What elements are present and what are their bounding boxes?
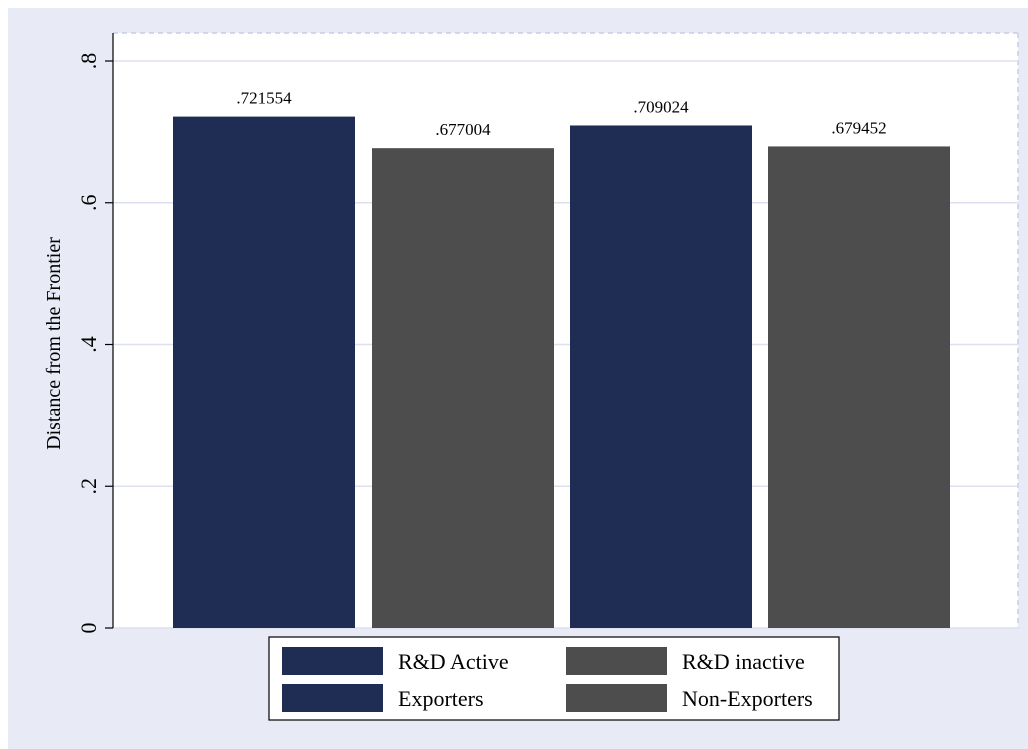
y-axis-ticks: 0 .2 .4 .6 .8 xyxy=(76,53,113,634)
bar-value-label: .721554 xyxy=(236,89,292,108)
legend-swatch xyxy=(566,684,667,712)
y-tick-label: .4 xyxy=(76,336,101,353)
legend-label: R&D Active xyxy=(398,649,509,674)
y-tick-label: .2 xyxy=(76,478,101,495)
legend-swatch xyxy=(282,647,383,675)
legend-swatch xyxy=(566,647,667,675)
bar xyxy=(372,148,554,629)
legend-swatch xyxy=(282,684,383,712)
y-tick-label: .6 xyxy=(76,195,101,212)
bar xyxy=(768,146,950,628)
y-tick-label: 0 xyxy=(76,623,101,634)
y-axis-title: Distance from the Frontier xyxy=(43,237,65,450)
bar-value-label: .679452 xyxy=(831,118,886,137)
legend-label: R&D inactive xyxy=(682,649,805,674)
bar-value-label: .677004 xyxy=(435,120,491,139)
legend-label: Non-Exporters xyxy=(682,686,813,711)
y-tick-label: .8 xyxy=(76,53,101,70)
bar-data-labels: .721554 .677004 .709024 .679452 xyxy=(236,89,886,140)
bar xyxy=(570,125,752,628)
legend: R&D Active R&D inactive Exporters Non-Expor… xyxy=(268,636,840,721)
legend-label: Exporters xyxy=(398,686,484,711)
bar-value-label: .709024 xyxy=(633,97,689,116)
bar xyxy=(173,116,355,628)
bars xyxy=(173,116,950,629)
